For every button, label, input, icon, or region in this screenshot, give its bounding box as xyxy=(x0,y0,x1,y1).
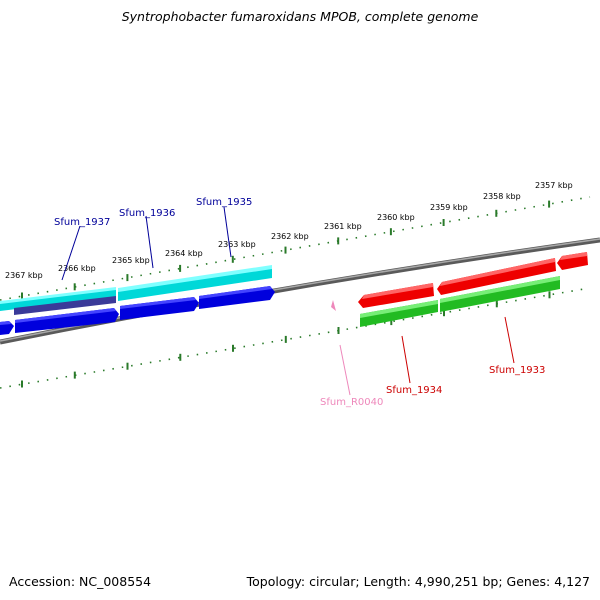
ruler-label-2366: 2366 kbp xyxy=(58,264,96,273)
ruler-label-2361: 2361 kbp xyxy=(324,222,362,231)
gene-sfum-1935[interactable] xyxy=(199,286,275,309)
major-ticks-lower xyxy=(21,291,551,388)
genome-summary-text: Topology: circular; Length: 4,990,251 bp… xyxy=(246,574,590,589)
inner-ruler xyxy=(0,196,591,301)
label-leaders xyxy=(61,206,515,396)
gene-label-sfum-1936: Sfum_1936 xyxy=(119,208,175,219)
gene-sfum-1936[interactable] xyxy=(118,265,272,301)
gene-labels: Sfum_1937 Sfum_1936 Sfum_1935 Sfum_R0040… xyxy=(54,197,545,408)
ruler-label-2367: 2367 kbp xyxy=(5,271,43,280)
ruler-label-2365: 2365 kbp xyxy=(112,256,150,265)
ruler-label-2362: 2362 kbp xyxy=(271,232,309,241)
gene-label-sfum-1935: Sfum_1935 xyxy=(196,197,252,208)
gene-sfum-1933[interactable] xyxy=(437,258,556,295)
gene-label-sfum-1934: Sfum_1934 xyxy=(386,385,442,396)
ruler-label-2359: 2359 kbp xyxy=(430,203,468,212)
ruler-label-2357: 2357 kbp xyxy=(535,181,573,190)
ruler-label-2363: 2363 kbp xyxy=(218,240,256,249)
gene-sfum-1937[interactable] xyxy=(0,287,116,315)
gene-red-3[interactable] xyxy=(557,252,588,270)
gene-blue-3[interactable] xyxy=(120,297,199,320)
gene-green-1[interactable] xyxy=(360,300,438,327)
inner-ruler-line xyxy=(0,196,591,301)
accession-text: Accession: NC_008554 xyxy=(9,574,152,589)
gene-sfum-1934[interactable] xyxy=(358,283,434,308)
map-title: Syntrophobacter fumaroxidans MPOB, compl… xyxy=(121,9,479,24)
major-ticks xyxy=(21,200,551,300)
gene-blue-2[interactable] xyxy=(15,308,119,333)
gene-label-sfum-r0040: Sfum_R0040 xyxy=(320,397,383,408)
ruler-label-2360: 2360 kbp xyxy=(377,213,415,222)
rna-sfum-r0040[interactable] xyxy=(331,300,336,311)
gene-blue-1[interactable] xyxy=(0,321,14,335)
gene-label-sfum-1937: Sfum_1937 xyxy=(54,217,110,228)
gene-label-sfum-1933: Sfum_1933 xyxy=(489,365,545,376)
ruler-labels: 2357 kbp 2358 kbp 2359 kbp 2360 kbp 2361… xyxy=(5,181,573,280)
gene-green-2[interactable] xyxy=(440,276,560,312)
ruler-label-2364: 2364 kbp xyxy=(165,249,203,258)
ruler-label-2358: 2358 kbp xyxy=(483,192,521,201)
